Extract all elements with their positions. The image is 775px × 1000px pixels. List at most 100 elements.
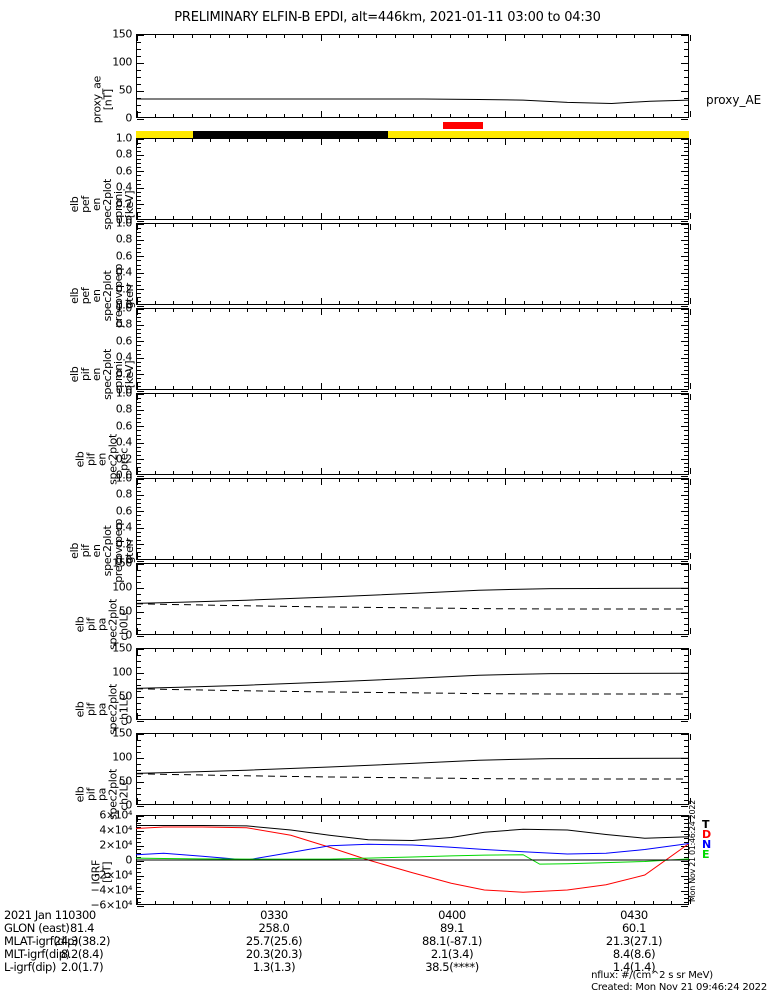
axis-tick bbox=[320, 111, 322, 117]
axis-tick bbox=[681, 390, 688, 392]
axis-tick bbox=[320, 553, 322, 559]
axis-tick bbox=[486, 901, 488, 904]
axis-tick bbox=[137, 739, 141, 741]
axis-tick bbox=[137, 208, 141, 210]
axis-tick bbox=[247, 386, 249, 389]
axis-tick bbox=[449, 114, 451, 117]
axis-tick bbox=[137, 868, 141, 869]
axis-tick bbox=[578, 479, 580, 482]
axis-tick bbox=[634, 309, 636, 312]
axis-tick bbox=[505, 111, 507, 117]
axis-tick bbox=[684, 605, 688, 607]
axis-tick bbox=[394, 716, 396, 719]
axis-tick bbox=[173, 816, 175, 819]
axis-tick bbox=[684, 248, 688, 250]
axis-tick bbox=[137, 894, 141, 896]
axis-tick bbox=[339, 649, 341, 652]
axis-tick bbox=[357, 479, 359, 482]
axis-tick bbox=[210, 301, 212, 304]
axis-tick bbox=[486, 394, 488, 397]
axis-tick bbox=[247, 114, 249, 117]
axis-tick bbox=[136, 628, 138, 634]
axis-tick bbox=[684, 264, 688, 266]
axis-tick bbox=[302, 224, 304, 227]
axis-tick bbox=[265, 386, 267, 389]
axis-tick bbox=[684, 834, 688, 836]
axis-tick bbox=[137, 418, 141, 420]
axis-tick bbox=[681, 138, 688, 140]
axis-tick bbox=[265, 734, 267, 737]
axis-tick bbox=[283, 716, 285, 719]
axis-tick bbox=[302, 139, 304, 142]
axis-tick bbox=[210, 224, 212, 227]
axis-tick bbox=[376, 631, 378, 634]
axis-tick bbox=[210, 394, 212, 397]
axis-tick bbox=[684, 482, 688, 484]
axis-tick bbox=[681, 696, 688, 698]
axis-tick bbox=[173, 309, 175, 312]
panel-elb-pif-pa-spec2plot-ch0lc: elb pif pa spec2plot ch0LC 150 100 50 0 bbox=[74, 557, 691, 650]
axis-tick bbox=[542, 556, 544, 559]
y-tick-label: 6×10⁴ bbox=[99, 808, 132, 822]
axis-tick bbox=[137, 142, 141, 144]
axis-tick bbox=[684, 523, 688, 525]
axis-tick bbox=[542, 479, 544, 482]
axis-tick bbox=[357, 114, 359, 117]
axis-tick bbox=[339, 816, 341, 819]
axis-tick bbox=[597, 901, 599, 904]
axis-tick bbox=[689, 213, 691, 219]
axis-tick bbox=[320, 213, 322, 219]
axis-tick bbox=[684, 276, 688, 278]
axis-tick bbox=[542, 216, 544, 219]
axis-tick bbox=[339, 35, 341, 38]
axis-tick bbox=[578, 471, 580, 474]
axis-tick bbox=[137, 41, 141, 43]
axis-tick bbox=[560, 301, 562, 304]
axis-tick bbox=[302, 479, 304, 482]
axis-tick bbox=[137, 635, 144, 637]
axis-tick bbox=[684, 333, 688, 335]
axis-tick bbox=[137, 409, 144, 411]
y-tick-label: 0.2 bbox=[115, 367, 133, 381]
axis-tick bbox=[357, 139, 359, 142]
axis-tick bbox=[357, 801, 359, 804]
y-tick-label: 0.0 bbox=[115, 553, 133, 567]
axis-tick bbox=[137, 503, 141, 505]
axis-tick bbox=[449, 716, 451, 719]
axis-tick bbox=[684, 853, 688, 854]
axis-tick bbox=[523, 564, 525, 567]
axis-tick bbox=[652, 901, 654, 904]
axis-tick bbox=[681, 611, 688, 613]
axis-tick bbox=[431, 716, 433, 719]
axis-tick bbox=[394, 394, 396, 397]
axis-tick bbox=[247, 216, 249, 219]
y-tick-label: −2×10⁴ bbox=[90, 868, 133, 882]
axis-tick bbox=[468, 734, 470, 737]
axis-tick bbox=[413, 564, 414, 567]
axis-tick bbox=[320, 734, 322, 740]
axis-tick bbox=[615, 556, 617, 559]
axis-tick bbox=[137, 556, 141, 558]
axis-tick bbox=[671, 649, 673, 652]
axis-tick bbox=[191, 114, 193, 117]
axis-tick bbox=[681, 830, 688, 832]
axis-tick bbox=[505, 734, 507, 740]
axis-tick bbox=[681, 90, 688, 92]
axis-tick bbox=[431, 301, 433, 304]
axis-tick bbox=[173, 716, 175, 719]
ephemeris-row: 2021 Jan 11 0300 0330 0400 0430 bbox=[4, 908, 772, 922]
axis-tick bbox=[597, 114, 599, 117]
axis-tick bbox=[684, 745, 688, 747]
axis-tick bbox=[137, 308, 144, 310]
axis-tick bbox=[681, 511, 688, 513]
y-tick-label: 0.4 bbox=[115, 180, 133, 194]
axis-tick bbox=[191, 394, 193, 397]
axis-tick bbox=[137, 111, 141, 113]
axis-tick bbox=[394, 564, 396, 567]
axis-tick bbox=[376, 224, 378, 227]
ephemeris-cell: 25.7(25.6) bbox=[245, 934, 303, 948]
trace-layer bbox=[136, 34, 689, 118]
axis-tick bbox=[689, 298, 691, 304]
axis-tick bbox=[560, 716, 562, 719]
axis-tick bbox=[283, 649, 285, 652]
